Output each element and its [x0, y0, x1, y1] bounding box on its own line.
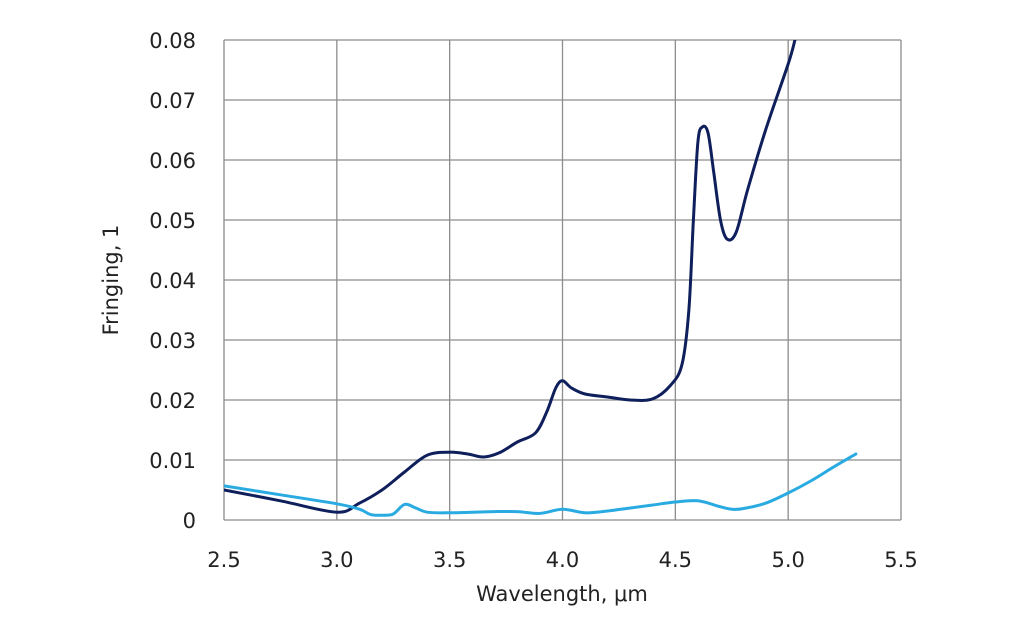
series-line-1: [224, 40, 795, 512]
y-tick-label: 0.02: [149, 389, 196, 413]
y-tick-label: 0.05: [149, 209, 196, 233]
y-tick-label: 0: [183, 509, 196, 533]
x-tick-label: 3.5: [433, 548, 466, 572]
y-tick-label: 0.03: [149, 329, 196, 353]
x-tick-label: 2.5: [207, 548, 240, 572]
y-tick-label: 0.07: [149, 89, 196, 113]
x-axis-title: Wavelength, μm: [476, 582, 648, 606]
y-tick-label: 0.01: [149, 449, 196, 473]
x-tick-label: 3.0: [320, 548, 353, 572]
x-tick-label: 4.0: [546, 548, 579, 572]
x-tick-label: 5.5: [884, 548, 917, 572]
y-axis-title: Fringing, 1: [99, 225, 123, 336]
x-tick-label: 4.5: [659, 548, 692, 572]
series-layer: [224, 40, 856, 515]
tick-labels: 2.5 3.0 3.5 4.0 4.5 5.0 5.5 0 0.01 0.02 0.03 0.04 0.…: [149, 29, 917, 572]
y-tick-label: 0.04: [149, 269, 196, 293]
series-line-2: [224, 454, 856, 515]
x-tick-label: 5.0: [771, 548, 804, 572]
y-tick-label: 0.08: [149, 29, 196, 53]
grid: [224, 40, 901, 520]
y-tick-label: 0.06: [149, 149, 196, 173]
